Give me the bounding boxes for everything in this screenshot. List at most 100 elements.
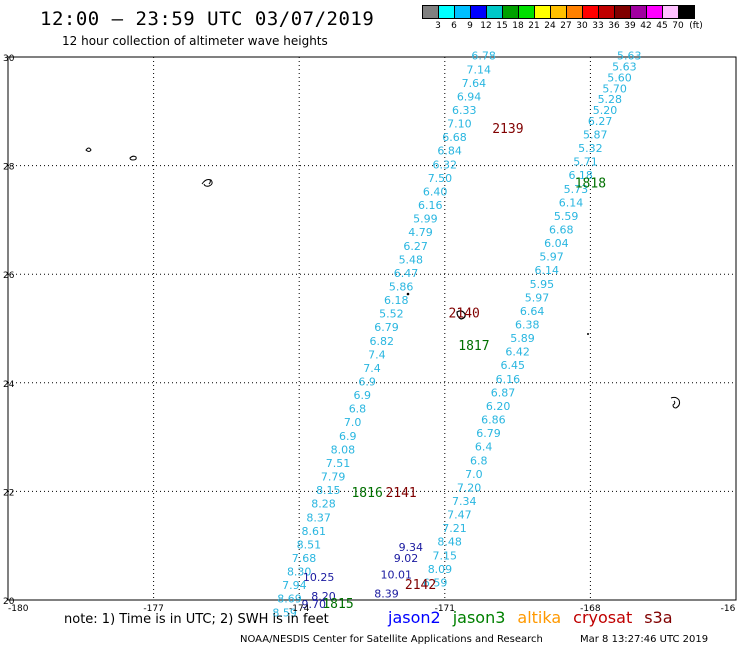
wave-height-label: 6.8 xyxy=(470,454,488,467)
longitude-tick-label: -168 xyxy=(580,604,601,614)
wave-height-label: 6.18 xyxy=(568,169,593,182)
wave-height-label: 7.15 xyxy=(433,549,458,562)
latitude-tick-label: 26 xyxy=(3,271,15,281)
longitude-tick-label: -16 xyxy=(721,604,736,614)
legend-tick-label: 9 xyxy=(467,21,473,31)
wave-height-label: 7.94 xyxy=(282,579,307,592)
wave-height-label: 8.59 xyxy=(272,606,297,619)
legend-tick-label: 39 xyxy=(624,21,636,31)
wave-height-label: 5.70 xyxy=(602,82,627,95)
wave-height-label: 5.99 xyxy=(413,213,438,226)
wave-height-label: 6.9 xyxy=(339,430,357,443)
wave-height-label: 6.40 xyxy=(423,185,448,198)
wave-height-label: 7.0 xyxy=(465,468,483,481)
wave-height-label: 7.10 xyxy=(447,118,472,131)
wave-height-label: 6.87 xyxy=(491,386,516,399)
wave-height-label: 5.73 xyxy=(564,183,589,196)
island-outline xyxy=(129,155,137,161)
latitude-tick-label: 28 xyxy=(3,163,15,173)
wave-height-label: 8.37 xyxy=(306,511,331,524)
longitude-tick-label: -174 xyxy=(289,604,310,614)
axis-labels: 30 28 26 24 22 20-180 -177 -174 -171 -168 -16 xyxy=(3,54,736,614)
legend-tick-label: 3 xyxy=(435,21,441,31)
wave-height-label: 6.68 xyxy=(549,223,574,236)
legend-tick-label: 27 xyxy=(560,21,572,31)
legend-tick-label: 42 xyxy=(640,21,652,31)
wave-height-label: 6.9 xyxy=(354,389,372,402)
wave-height-label: 5.28 xyxy=(598,93,623,106)
wave-height-label: 9.34 xyxy=(399,541,424,554)
wave-height-label: 5.48 xyxy=(399,253,424,266)
wave-height-label: 6.86 xyxy=(481,414,506,427)
pass-number-label: 2141 xyxy=(385,486,416,501)
legend-tick-label: 70 xyxy=(672,21,684,31)
wave-height-label: 6.9 xyxy=(358,376,376,389)
wave-height-label: 8.48 xyxy=(437,536,462,549)
pass-number-label: 2140 xyxy=(449,307,480,322)
satellite-legend: jason2 jason3 altika cryosat s3a xyxy=(388,608,685,627)
island-outline xyxy=(670,396,681,409)
wave-height-label: 10.01 xyxy=(381,568,413,581)
wave-height-label: 5.97 xyxy=(539,251,564,264)
wave-height-label: 6.27 xyxy=(588,115,613,128)
generated-timestamp: Mar 8 13:27:46 UTC 2019 xyxy=(580,634,709,645)
wave-height-label: 8.15 xyxy=(316,484,341,497)
wave-height-label: 5.71 xyxy=(573,156,598,169)
wave-height-label: 8.08 xyxy=(331,443,356,456)
wave-height-label: 5.89 xyxy=(510,332,535,345)
credit-text: NOAA/NESDIS Center for Satellite Applica… xyxy=(240,634,543,645)
wave-height-label: 5.59 xyxy=(554,210,579,223)
wave-height-label: 6.04 xyxy=(544,237,569,250)
wave-height-label: 6.64 xyxy=(520,305,545,318)
wave-height-label: 5.20 xyxy=(593,104,618,117)
wave-height-label: 6.79 xyxy=(374,321,399,334)
legend-tick-label: 24 xyxy=(544,21,556,31)
wave-height-label: 6.42 xyxy=(505,346,530,359)
color-legend xyxy=(422,5,695,19)
wave-height-label: 7.50 xyxy=(428,172,453,185)
legend-tick-label: 15 xyxy=(496,21,508,31)
wave-height-label: 6.16 xyxy=(418,199,443,212)
wave-height-label: 6.33 xyxy=(452,104,477,117)
wave-height-label: 6.82 xyxy=(369,335,394,348)
wave-height-label: 5.95 xyxy=(530,278,555,291)
wave-height-label: 6.84 xyxy=(437,145,462,158)
legend-tick-label: 33 xyxy=(592,21,604,31)
pass-number-label: 1817 xyxy=(458,339,489,354)
wave-height-label: 7.21 xyxy=(442,522,467,535)
wave-height-label: 7.68 xyxy=(292,552,317,565)
island-dot xyxy=(587,333,589,335)
legend-tick-label: (ft) xyxy=(689,21,703,31)
wave-height-label: 6.47 xyxy=(394,267,419,280)
wave-height-label: 8.09 xyxy=(428,563,453,576)
wave-height-label: 5.60 xyxy=(607,71,632,84)
latitude-tick-label: 24 xyxy=(3,380,15,390)
wave-height-label: 6.4 xyxy=(475,441,493,454)
wave-height-label: 9.02 xyxy=(394,552,419,565)
latitude-tick-label: 22 xyxy=(3,488,14,498)
wave-height-label: 6.59 xyxy=(423,576,448,589)
page-title: 12:00 – 23:59 UTC 03/07/2019 xyxy=(40,8,375,30)
pass-number-label: 1815 xyxy=(322,597,353,612)
legend-tick-label: 12 xyxy=(480,21,492,31)
wave-height-label: 8.69 xyxy=(277,593,302,606)
wave-height-label: 6.14 xyxy=(534,264,559,277)
wave-height-label: 7.14 xyxy=(467,63,492,76)
wave-height-label: 4.79 xyxy=(408,226,433,239)
wave-height-label: 6.8 xyxy=(349,403,367,416)
wave-height-label: 6.20 xyxy=(486,400,511,413)
satellite-name-s3a: s3a xyxy=(644,608,673,627)
legend-tick-label: 18 xyxy=(512,21,524,31)
wave-height-label: 6.45 xyxy=(500,359,525,372)
wave-height-label: 6.14 xyxy=(559,196,584,209)
wave-height-label: 5.86 xyxy=(389,280,414,293)
wave-height-label: 7.51 xyxy=(326,457,351,470)
longitude-tick-label: -180 xyxy=(8,604,29,614)
wave-height-label: 7.64 xyxy=(462,77,487,90)
page-subtitle: 12 hour collection of altimeter wave hei… xyxy=(62,34,328,48)
legend-tick-label: 45 xyxy=(656,21,668,31)
wave-height-label: 6.94 xyxy=(457,90,482,103)
footer-note: note: 1) Time is in UTC; 2) SWH is in fe… xyxy=(64,612,329,627)
latitude-tick-label: 30 xyxy=(3,54,15,64)
